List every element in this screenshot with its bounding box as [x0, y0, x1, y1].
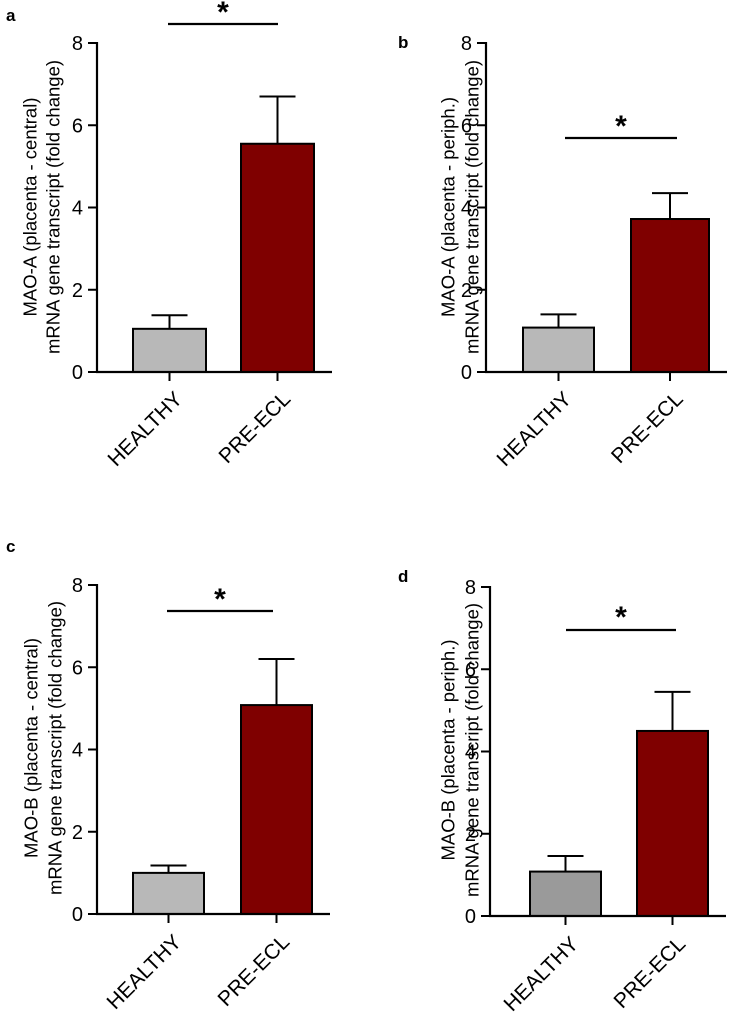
y-tick-label: 8: [72, 33, 83, 55]
panel-letter: c: [6, 537, 15, 556]
category-label: PRE-ECL: [214, 930, 295, 1011]
y-tick-label: 0: [72, 904, 83, 926]
y-tick-label: 6: [465, 659, 476, 681]
category-label: PRE-ECL: [607, 387, 688, 468]
bar-pre-ecl: [636, 729, 709, 917]
y-axis-label-line-2: mRNA gene transcript (fold change): [42, 60, 63, 354]
significance-star: *: [615, 110, 627, 143]
y-tick-label: 2: [72, 280, 83, 302]
significance-star: *: [214, 583, 226, 616]
bar-pre-ecl: [240, 704, 313, 916]
y-tick-label: 4: [465, 742, 476, 764]
panel-letter: a: [6, 6, 16, 25]
bar-pre-ecl: [630, 218, 710, 373]
significance-star: *: [615, 601, 627, 634]
y-tick-label: 0: [465, 906, 476, 928]
bar-healthy: [132, 871, 205, 915]
bar-healthy: [522, 326, 595, 373]
category-label: PRE-ECL: [215, 387, 296, 468]
panel-letter: b: [398, 33, 408, 52]
chart-panel-a: a 0 2 4 6 8 MAO-A (placenta - central) mRNA gen…: [6, 0, 332, 471]
category-label: PRE-ECL: [610, 932, 691, 1013]
category-label: HEALTHY: [500, 932, 584, 1016]
y-tick-label: 2: [461, 280, 472, 302]
y-tick-label: 8: [465, 577, 476, 599]
panel-letter: d: [398, 567, 408, 586]
bar-healthy: [529, 870, 602, 918]
y-tick-label: 4: [72, 198, 83, 220]
y-axis-label-line-2: mRNA gene transcript (fold change): [44, 601, 65, 895]
y-axis-label-line-1: MAO-B (placenta - periph.): [437, 639, 458, 860]
y-axis-label-line-1: MAO-A (placenta - central): [19, 98, 40, 317]
y-axis-label-line-1: MAO-A (placenta - periph.): [437, 97, 458, 317]
y-tick-label: 8: [461, 33, 472, 55]
y-tick-label: 4: [72, 740, 83, 762]
y-axis-label-line-2: mRNA gene transcript (fold change): [461, 60, 482, 354]
y-axis-label-line-2: mRNA gene transcript (fold change): [461, 603, 482, 897]
y-tick-label: 8: [72, 575, 83, 597]
y-tick-label: 0: [72, 362, 83, 384]
significance-star: *: [217, 0, 229, 29]
bar-healthy: [132, 327, 207, 374]
chart-panel-b: b 0 2 4 6 8 MAO-A (placenta - periph.) mRNA gen…: [398, 33, 727, 471]
bar-pre-ecl: [240, 142, 315, 373]
y-tick-label: 4: [461, 198, 472, 220]
category-label: HEALTHY: [104, 387, 188, 471]
category-label: HEALTHY: [103, 930, 187, 1014]
chart-panel-d: d 0 2 4 6 8 MAO-B (placenta - periph.) mRNA gen…: [398, 567, 726, 1016]
y-tick-label: 0: [461, 362, 472, 384]
y-tick-label: 6: [72, 657, 83, 679]
category-label: HEALTHY: [493, 387, 577, 471]
y-axis-label-line-1: MAO-B (placenta - central): [20, 638, 41, 858]
y-tick-label: 2: [465, 824, 476, 846]
y-tick-label: 2: [72, 822, 83, 844]
y-tick-label: 6: [72, 115, 83, 137]
y-tick-label: 6: [461, 115, 472, 137]
chart-panel-c: c 0 2 4 6 8 MAO-B (placenta - central) mRNA gen…: [6, 537, 330, 1014]
